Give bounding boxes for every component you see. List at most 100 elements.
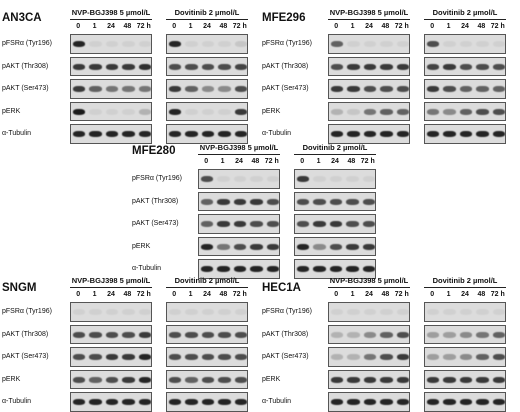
protein-band (396, 309, 409, 315)
protein-band (362, 243, 375, 250)
treatment-label: NVP-BGJ398 5 µmol/L (71, 276, 151, 285)
protein-band (331, 86, 344, 93)
timepoint-label: 72 h (232, 291, 247, 298)
protein-band (122, 399, 135, 406)
protein-band (329, 266, 343, 273)
timepoint-label: 72 h (394, 23, 409, 30)
antibody-label: pERK (132, 242, 151, 250)
timepoint-label: 1 (188, 23, 193, 30)
protein-band (234, 86, 247, 93)
antibody-label: pAKT (Thr308) (262, 62, 309, 70)
protein-band (234, 376, 247, 383)
protein-band (201, 41, 215, 47)
blot-strip (424, 369, 506, 390)
blot-strip (424, 302, 506, 322)
protein-band (201, 108, 215, 115)
protein-band (347, 131, 360, 138)
protein-band (138, 399, 151, 406)
protein-band (427, 41, 440, 47)
protein-band (138, 331, 151, 338)
protein-band (218, 131, 231, 138)
treatment-underline (70, 19, 152, 20)
antibody-label: pAKT (Thr308) (132, 197, 179, 205)
blot-strip (424, 392, 506, 412)
timepoint-label: 72 h (136, 23, 151, 30)
protein-band (138, 309, 151, 315)
protein-band (346, 198, 359, 205)
protein-band (331, 63, 344, 70)
blot-strip (424, 56, 506, 77)
protein-band (234, 399, 247, 406)
timepoint-label: 24 (235, 158, 243, 165)
treatment-underline (70, 287, 152, 288)
protein-band (313, 221, 326, 228)
protein-band (105, 376, 119, 383)
protein-band (459, 108, 473, 115)
protein-band (459, 86, 473, 93)
protein-band (313, 266, 326, 273)
protein-band (105, 331, 119, 338)
protein-band (250, 198, 263, 205)
timepoint-label: 24 (203, 291, 211, 298)
timepoint-label: 0 (334, 291, 339, 298)
protein-band (218, 86, 231, 93)
protein-band (363, 354, 377, 361)
protein-band (201, 331, 215, 338)
protein-band (396, 354, 409, 361)
blot-strip (166, 124, 248, 144)
blot-strip (328, 347, 410, 367)
timepoint-label: 0 (430, 291, 435, 298)
treatment-label: Dovitinib 2 µmol/L (174, 276, 240, 285)
blot-strip (166, 79, 248, 99)
protein-band (217, 198, 230, 205)
protein-band (218, 399, 231, 406)
timepoint-label: 48 (347, 158, 356, 165)
protein-band (105, 63, 119, 70)
antibody-label: pERK (2, 107, 21, 115)
blot-strip (424, 324, 506, 345)
blot-strip (198, 259, 280, 279)
protein-band (185, 108, 198, 115)
blot-strip (424, 34, 506, 54)
timepoint-label: 72 h (490, 23, 505, 30)
protein-band (329, 221, 343, 228)
protein-band (105, 131, 119, 138)
blot-strip (70, 124, 152, 144)
protein-band (313, 243, 326, 250)
protein-band (138, 354, 151, 361)
protein-band (329, 243, 343, 250)
protein-band (459, 309, 473, 315)
protein-band (396, 108, 409, 115)
protein-band (363, 309, 377, 315)
protein-band (297, 243, 310, 250)
protein-band (105, 108, 119, 115)
protein-band (347, 63, 360, 70)
protein-band (105, 41, 119, 47)
protein-band (73, 399, 86, 406)
treatment-label: Dovitinib 2 µmol/L (174, 8, 240, 17)
protein-band (427, 63, 440, 70)
blot-strip (198, 236, 280, 257)
protein-band (234, 331, 247, 338)
protein-band (185, 86, 198, 93)
timepoint-label: 24 (331, 158, 339, 165)
blot-strip (198, 191, 280, 212)
protein-band (73, 376, 86, 383)
protein-band (201, 376, 215, 383)
blot-strip (70, 369, 152, 390)
protein-band (185, 331, 198, 338)
protein-band (185, 399, 198, 406)
blot-strip (328, 101, 410, 122)
protein-band (234, 309, 247, 315)
treatment-label: NVP-BGJ398 5 µmol/L (329, 276, 409, 285)
protein-band (380, 131, 393, 138)
protein-band (347, 41, 360, 47)
protein-band (122, 63, 135, 70)
protein-band (233, 198, 247, 205)
protein-band (266, 176, 279, 182)
protein-band (346, 176, 359, 182)
protein-band (331, 108, 344, 115)
blot-strip (70, 347, 152, 367)
protein-band (346, 221, 359, 228)
protein-band (313, 176, 326, 182)
